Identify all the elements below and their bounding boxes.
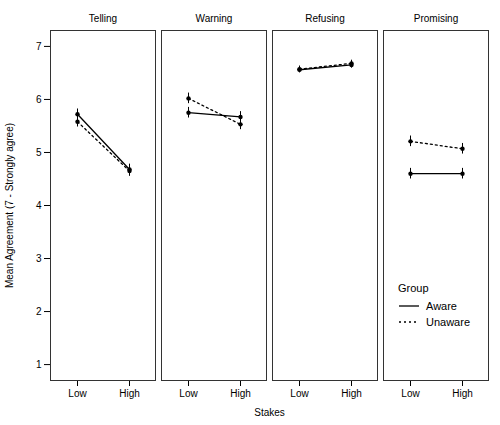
svg-text:Low: Low [401, 388, 420, 399]
svg-text:7: 7 [36, 41, 42, 52]
svg-text:High: High [341, 388, 362, 399]
svg-text:Telling: Telling [89, 13, 117, 24]
svg-text:Low: Low [179, 388, 198, 399]
svg-text:2: 2 [36, 306, 42, 317]
svg-text:6: 6 [36, 94, 42, 105]
svg-text:1: 1 [36, 359, 42, 370]
svg-text:High: High [119, 388, 140, 399]
svg-text:5: 5 [36, 147, 42, 158]
html-text:Unaware: Unaware [426, 316, 470, 328]
svg-text:Warning: Warning [196, 13, 233, 24]
svg-text:4: 4 [36, 200, 42, 211]
svg-text:Low: Low [290, 388, 309, 399]
svg-text:Mean Agreement (7 - Strongly a: Mean Agreement (7 - Strongly agree) [4, 123, 15, 288]
svg-text:High: High [230, 388, 251, 399]
svg-text:3: 3 [36, 253, 42, 264]
html-text:Aware: Aware [426, 300, 457, 312]
svg-text:Stakes: Stakes [254, 407, 285, 418]
svg-text:Low: Low [68, 388, 87, 399]
svg-text:High: High [452, 388, 473, 399]
html-text:Group: Group [398, 282, 429, 294]
svg-text:Promising: Promising [414, 13, 458, 24]
svg-text:Refusing: Refusing [305, 13, 344, 24]
